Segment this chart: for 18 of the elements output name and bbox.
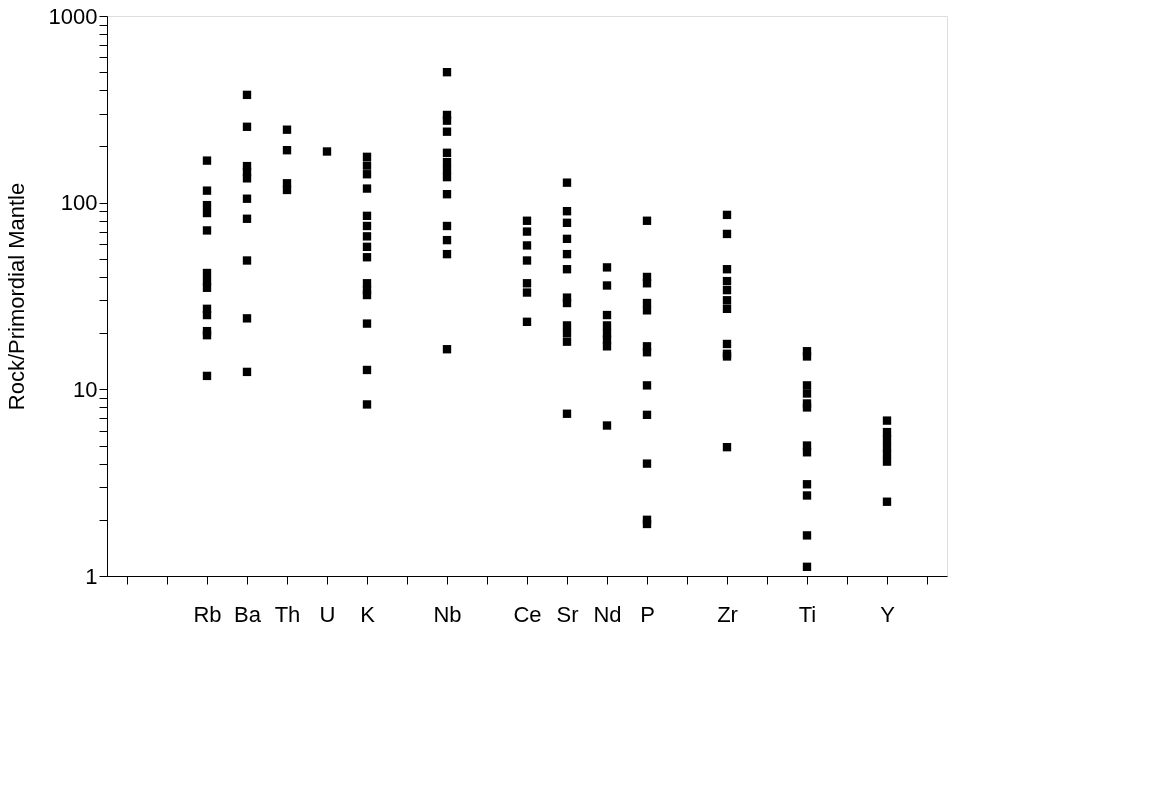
x-tick-label: U	[319, 601, 336, 627]
x-tick-label: Nd	[593, 601, 622, 627]
x-tick-label: P	[640, 601, 655, 627]
x-tick-label: Nb	[433, 601, 462, 627]
y-tick-label: 1	[85, 563, 98, 589]
x-tick-label: Rb	[193, 601, 222, 627]
x-tick-label: Ti	[798, 601, 817, 627]
y-tick-label: 100	[60, 190, 98, 216]
x-tick-label: Zr	[717, 601, 738, 627]
x-tick-label: Ce	[513, 601, 542, 627]
x-tick-label: Th	[274, 601, 301, 627]
y-axis-title: Rock/Primordial Mantle	[3, 182, 29, 411]
y-tick-label: 1000	[48, 3, 98, 29]
x-tick-label: K	[360, 601, 376, 627]
x-tick-label: Sr	[556, 601, 579, 627]
y-tick-label: 10	[73, 376, 98, 402]
x-tick-label: Y	[880, 601, 896, 627]
x-tick-label: Ba	[234, 601, 262, 627]
